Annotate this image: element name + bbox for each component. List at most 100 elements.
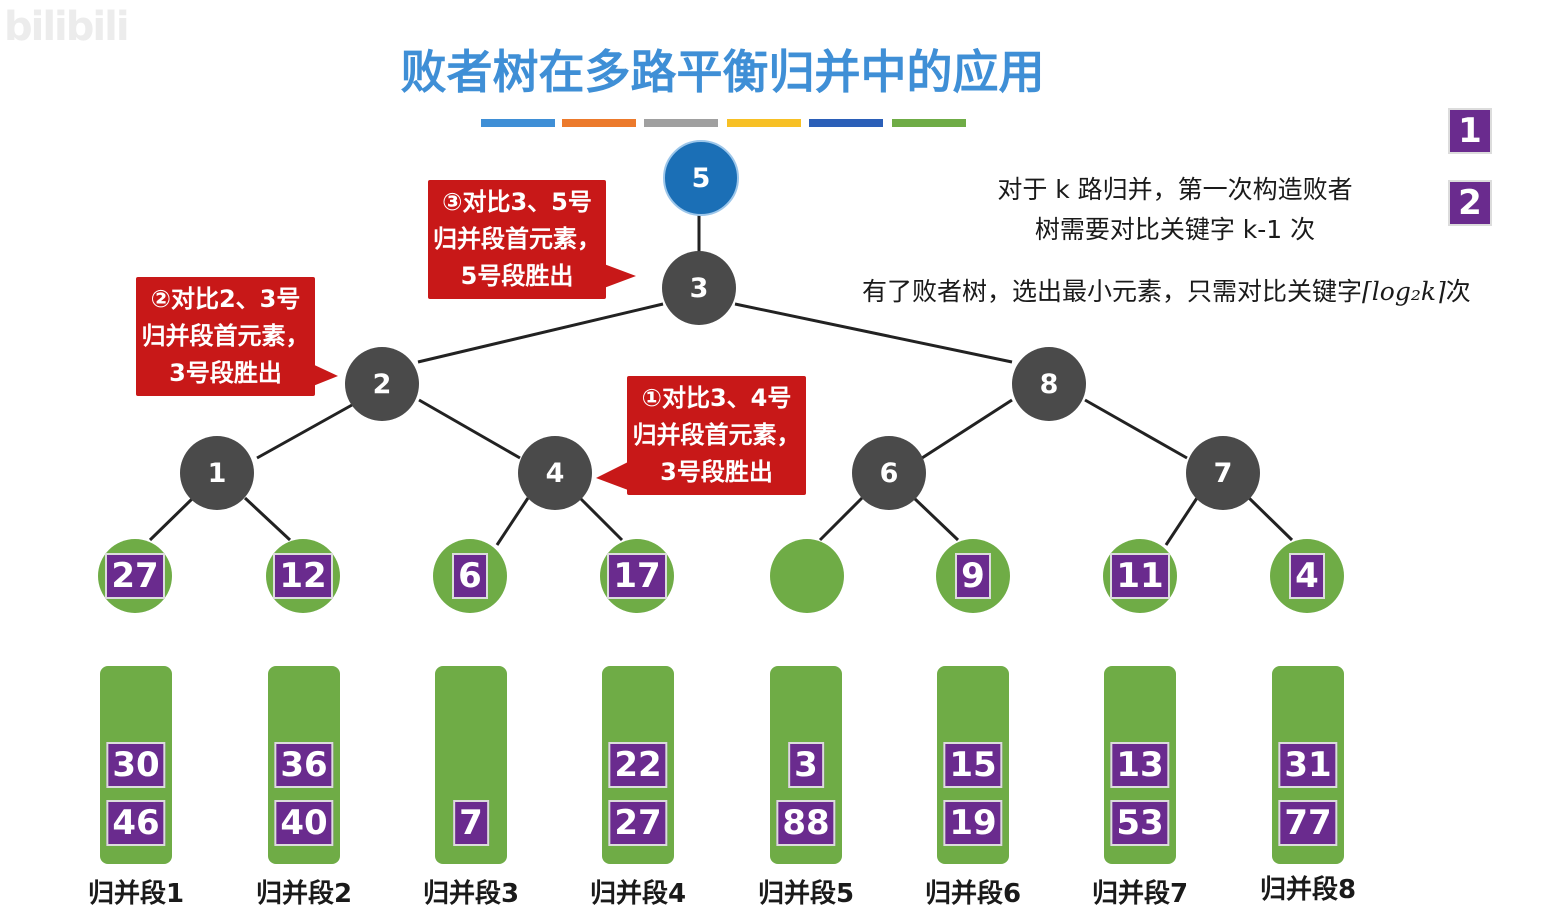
tree-node: 6 xyxy=(852,436,926,510)
tree-node: 2 xyxy=(345,347,419,421)
tree-node: 8 xyxy=(1012,347,1086,421)
callout-line: 归并段首元素， xyxy=(433,225,601,253)
merge-segment: 3 88 xyxy=(770,666,842,864)
callout-line: ②对比2、3号 xyxy=(150,285,301,313)
merge-segment: 13 53 xyxy=(1104,666,1176,864)
segment-value: 30 xyxy=(106,742,166,788)
color-bar-4 xyxy=(727,119,801,127)
leaf-key: 17 xyxy=(607,553,667,599)
color-bar-1 xyxy=(481,119,555,127)
callout-line: ③对比3、5号 xyxy=(442,188,592,216)
merge-segment: 7 xyxy=(435,666,507,864)
segment-value: 31 xyxy=(1278,742,1338,788)
callout-1-pointer xyxy=(596,462,628,490)
merge-segment: 30 46 xyxy=(100,666,172,864)
callout-line: 3号段胜出 xyxy=(169,359,282,387)
callout-line: 归并段首元素， xyxy=(632,421,801,449)
callout-line: 归并段首元素， xyxy=(141,322,310,350)
leaf-node: 9 xyxy=(936,539,1010,613)
leaf-node: 12 xyxy=(266,539,340,613)
legend-box-1: 1 xyxy=(1448,108,1492,154)
tree-node: 3 xyxy=(662,251,736,325)
segment-label: 归并段1 xyxy=(87,879,185,909)
color-bar-6 xyxy=(892,119,966,127)
leaf-key: 4 xyxy=(1289,553,1325,599)
leaf-key: 11 xyxy=(1110,553,1170,599)
segment-label: 归并段7 xyxy=(1091,879,1189,909)
segment-label: 归并段6 xyxy=(924,879,1022,909)
callout-line: 5号段胜出 xyxy=(460,262,574,290)
tree-node: 7 xyxy=(1186,436,1260,510)
legend-box-2: 2 xyxy=(1448,180,1492,226)
edge-3-2 xyxy=(417,302,664,364)
edge-8-7 xyxy=(1084,398,1188,460)
leaf-node-empty xyxy=(770,539,844,613)
segment-value: 77 xyxy=(1278,800,1338,846)
leaf-node: 11 xyxy=(1103,539,1177,613)
edge-1-leaf2 xyxy=(243,496,292,542)
callout-line: 3号段胜出 xyxy=(660,458,773,486)
callout-2-pointer xyxy=(308,362,338,388)
leaf-key: 27 xyxy=(105,553,165,599)
leaf-node: 27 xyxy=(98,539,172,613)
segment-label: 归并段2 xyxy=(255,879,353,909)
leaf-node: 6 xyxy=(433,539,507,613)
note-line-3: 有了败者树，选出最小元素，只需对比关键字⌈log₂k⌉次 xyxy=(862,272,1532,308)
page-title: 败者树在多路平衡归并中的应用 xyxy=(400,45,1045,99)
leaf-key: 12 xyxy=(273,553,333,599)
segment-value: 7 xyxy=(453,800,489,846)
leaf-key: 6 xyxy=(452,553,488,599)
edge-6-leaf5 xyxy=(818,496,864,542)
segment-value: 19 xyxy=(943,800,1003,846)
callout-step-3: ③对比3、5号 归并段首元素， 5号段胜出 xyxy=(428,180,606,299)
edge-2-4 xyxy=(418,398,521,460)
tree-node-root: 5 xyxy=(663,140,739,216)
merge-segment: 31 77 xyxy=(1272,666,1344,864)
leaf-node: 4 xyxy=(1270,539,1344,613)
segment-value: 46 xyxy=(106,800,166,846)
edge-7-leaf8 xyxy=(1247,496,1294,542)
callout-3-pointer xyxy=(604,264,636,288)
callout-step-1: ①对比3、4号 归并段首元素， 3号段胜出 xyxy=(627,376,806,495)
note-line-3-suffix: 次 xyxy=(1445,277,1471,306)
edge-3-8 xyxy=(734,302,1013,364)
edge-7-leaf7 xyxy=(1164,497,1199,546)
color-bar-3 xyxy=(644,119,718,127)
segment-value: 53 xyxy=(1110,800,1170,846)
callout-line: ①对比3、4号 xyxy=(641,384,792,412)
color-bar-2 xyxy=(562,119,636,127)
tree-node: 4 xyxy=(518,436,592,510)
note-line-1: 对于 k 路归并，第一次构造败者 xyxy=(997,175,1353,204)
segment-value: 3 xyxy=(788,742,824,788)
segment-label: 归并段4 xyxy=(589,879,687,909)
segment-value: 13 xyxy=(1110,742,1170,788)
segment-label: 归并段8 xyxy=(1259,875,1357,905)
segment-value: 27 xyxy=(608,800,668,846)
segment-value: 40 xyxy=(274,800,334,846)
merge-segment: 15 19 xyxy=(937,666,1009,864)
segment-value: 22 xyxy=(608,742,668,788)
edge-8-6 xyxy=(921,398,1013,460)
merge-segment: 36 40 xyxy=(268,666,340,864)
log-formula: ⌈log₂k⌉ xyxy=(1362,277,1446,306)
segment-label: 归并段3 xyxy=(422,879,520,909)
merge-segment: 22 27 xyxy=(602,666,674,864)
edge-2-1 xyxy=(256,403,353,460)
leaf-key: 9 xyxy=(955,553,991,599)
color-bar-5 xyxy=(809,119,883,127)
tree-node: 1 xyxy=(180,436,254,510)
segment-value: 36 xyxy=(274,742,334,788)
segment-label: 归并段5 xyxy=(757,879,855,909)
callout-step-2: ②对比2、3号 归并段首元素， 3号段胜出 xyxy=(136,277,315,396)
note-line-2: 树需要对比关键字 k-1 次 xyxy=(1034,215,1316,244)
segment-value: 15 xyxy=(943,742,1003,788)
edge-1-leaf1 xyxy=(148,496,195,542)
edge-4-leaf4 xyxy=(578,496,624,542)
segment-value: 88 xyxy=(776,800,836,846)
edge-6-leaf6 xyxy=(912,496,960,542)
edge-4-leaf3 xyxy=(495,497,530,546)
bilibili-watermark: bilibili xyxy=(4,4,130,50)
leaf-node: 17 xyxy=(600,539,674,613)
